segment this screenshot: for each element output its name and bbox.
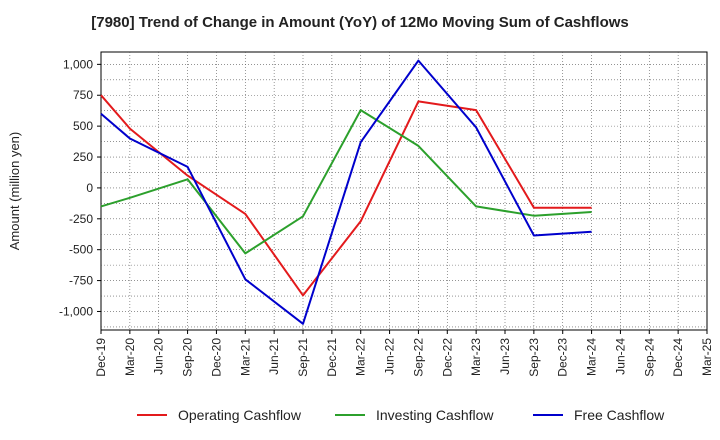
- grid-lines: [101, 52, 707, 330]
- x-tick-label: Sep-23: [527, 338, 541, 377]
- x-tick-label: Sep-22: [411, 338, 425, 377]
- x-tick-label: Sep-20: [181, 338, 195, 377]
- y-tick-label: -500: [69, 243, 93, 257]
- x-tick-label: Mar-25: [700, 338, 714, 376]
- x-tick-label: Mar-21: [238, 338, 252, 376]
- chart-title: [7980] Trend of Change in Amount (YoY) o…: [91, 14, 629, 31]
- legend-label: Investing Cashflow: [376, 407, 494, 423]
- y-tick-label: -750: [69, 274, 93, 288]
- y-tick-label: -250: [69, 212, 93, 226]
- x-tick-label: Sep-24: [642, 338, 656, 377]
- y-tick-label: 750: [73, 88, 93, 102]
- series-line-free-cashflow: [100, 59, 592, 325]
- y-tick-label: 500: [73, 119, 93, 133]
- x-tick-label: Mar-20: [123, 338, 137, 376]
- plot-area: [100, 51, 708, 331]
- x-tick-label: Jun-23: [498, 338, 512, 375]
- x-tick-label: Jun-24: [613, 338, 627, 375]
- y-axis-title: Amount (million yen): [7, 132, 22, 251]
- x-tick-label: Dec-20: [209, 338, 223, 377]
- y-tick-label: 1,000: [63, 57, 93, 71]
- x-tick-label: Dec-21: [325, 338, 339, 377]
- legend-label: Operating Cashflow: [178, 407, 302, 423]
- x-tick-label: Dec-22: [440, 338, 454, 377]
- legend-label: Free Cashflow: [574, 407, 665, 423]
- y-tick-label: 0: [86, 181, 93, 195]
- axes: Dec-19 Mar-20 Jun-20 Sep-20 Dec-20 Mar-21 Jun-…: [59, 57, 714, 376]
- x-tick-label: Dec-23: [556, 338, 570, 377]
- x-tick-label: Jun-21: [267, 338, 281, 375]
- x-tick-label: Jun-22: [383, 338, 397, 375]
- x-tick-label: Dec-24: [671, 338, 685, 377]
- x-tick-label: Mar-24: [585, 338, 599, 376]
- y-tick-label: 250: [73, 150, 93, 164]
- series-line-investing-cashflow: [100, 109, 592, 255]
- x-tick-label: Mar-22: [354, 338, 368, 376]
- legend: Operating Cashflow Investing Cashflow Free…: [137, 407, 665, 423]
- y-tick-label: -1,000: [59, 304, 93, 318]
- x-tick-label: Sep-21: [296, 338, 310, 377]
- x-tick-label: Jun-20: [152, 338, 166, 375]
- x-tick-label: Mar-23: [469, 338, 483, 376]
- series-lines: [100, 59, 592, 325]
- x-tick-label: Dec-19: [94, 338, 108, 377]
